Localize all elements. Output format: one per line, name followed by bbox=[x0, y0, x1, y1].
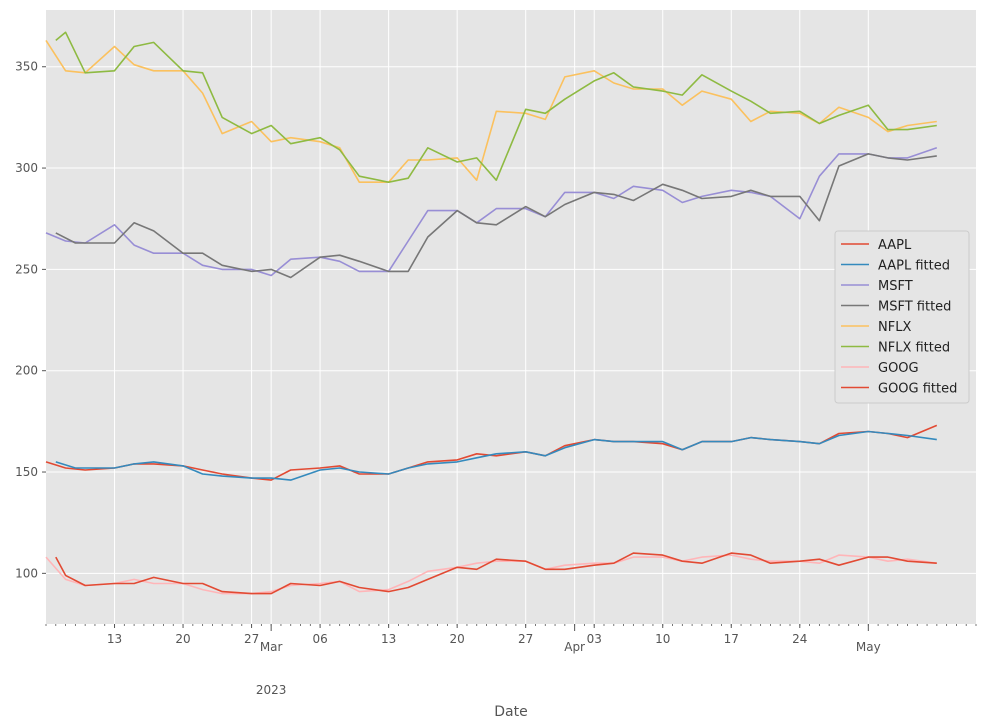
x-tick-label: 06 bbox=[312, 632, 327, 646]
y-tick-label: 250 bbox=[15, 262, 38, 276]
x-major-tick-sublabel: 2023 bbox=[256, 683, 287, 697]
x-tick-label: 27 bbox=[518, 632, 533, 646]
x-tick-label: 17 bbox=[724, 632, 739, 646]
series-line-goog-fitted bbox=[55, 552, 937, 595]
legend: AAPL AAPL fitted MSFT MSFT fitted NFLX NFLX f… bbox=[834, 230, 970, 404]
x-tick-label: 27 bbox=[244, 632, 259, 646]
x-tick-label: 20 bbox=[450, 632, 465, 646]
legend-label-msft-fitted: MSFT fitted bbox=[878, 300, 951, 315]
legend-label-msft: MSFT bbox=[878, 279, 913, 294]
y-axis: 100 150 200 250 300 350 bbox=[15, 60, 46, 580]
legend-label-nflx-fitted: NFLX fitted bbox=[878, 341, 950, 356]
legend-label-aapl-fitted: AAPL fitted bbox=[878, 259, 950, 274]
y-tick-label: 200 bbox=[15, 364, 38, 378]
x-axis-title: Date bbox=[494, 704, 527, 720]
x-tick-label: 24 bbox=[792, 632, 807, 646]
x-major-tick-label: Apr bbox=[564, 640, 585, 654]
legend-label-nflx: NFLX bbox=[878, 320, 911, 335]
series-line-aapl-fitted bbox=[55, 430, 937, 481]
x-tick-label: 03 bbox=[587, 632, 602, 646]
legend-box bbox=[834, 230, 970, 404]
series-line-msft-fitted bbox=[55, 153, 937, 279]
x-tick-label: 13 bbox=[381, 632, 396, 646]
y-tick-label: 100 bbox=[15, 566, 38, 580]
series-line-nflx-fitted bbox=[55, 31, 937, 183]
legend-label-goog: GOOG bbox=[878, 361, 919, 376]
series-lines bbox=[45, 31, 938, 595]
grid-lines bbox=[46, 10, 976, 624]
series-line-goog bbox=[45, 554, 937, 595]
series-line-msft bbox=[45, 147, 938, 277]
x-axis: 13 20 27 06 13 20 27 03 10 17 24 Mar 2023 Apr May bbox=[45, 624, 977, 697]
legend-label-goog-fitted: GOOG fitted bbox=[878, 382, 957, 397]
x-tick-label: 13 bbox=[107, 632, 122, 646]
y-tick-label: 150 bbox=[15, 465, 38, 479]
y-tick-label: 350 bbox=[15, 60, 38, 74]
x-tick-label: 20 bbox=[175, 632, 190, 646]
x-tick-label: 10 bbox=[655, 632, 670, 646]
x-major-tick-label: May bbox=[856, 640, 881, 654]
x-major-tick-label: Mar bbox=[260, 640, 283, 654]
y-tick-label: 300 bbox=[15, 161, 38, 175]
legend-label-aapl: AAPL bbox=[878, 238, 912, 253]
